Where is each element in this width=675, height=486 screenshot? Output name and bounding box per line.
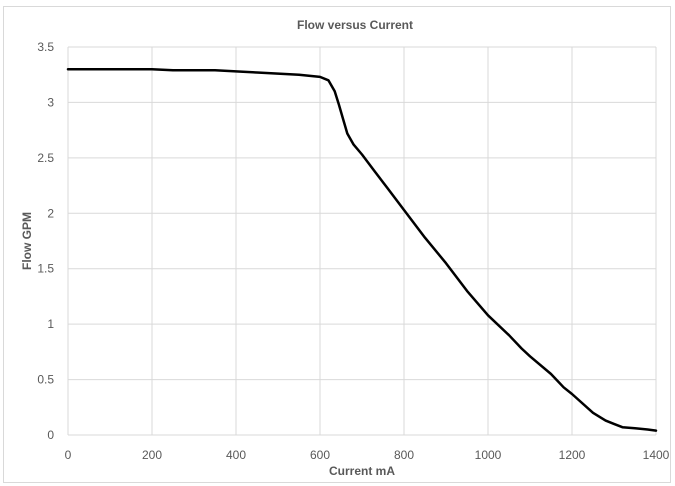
y-tick-label: 1.5 xyxy=(37,262,54,276)
grid-layer xyxy=(67,46,657,436)
x-axis-title: Current mA xyxy=(329,464,395,478)
y-tick-label: 3 xyxy=(47,95,54,109)
chart-border xyxy=(3,6,671,483)
y-tick-label: 0.5 xyxy=(37,373,54,387)
y-tick-label: 1 xyxy=(47,317,54,331)
tick-label-layer: 0 0.5 1 1.5 2 2.5 3 3.5 0 200 400 600 800 1000 1200 140… xyxy=(37,40,669,462)
series-line-flow xyxy=(66,67,658,432)
chart-title: Flow versus Current xyxy=(297,18,413,32)
x-tick-label: 400 xyxy=(226,448,246,462)
y-tick-label: 3.5 xyxy=(37,40,54,54)
y-tick-label: 2 xyxy=(47,206,54,220)
y-axis-title: Flow GPM xyxy=(20,212,34,270)
x-tick-label: 0 xyxy=(65,448,72,462)
x-tick-label: 600 xyxy=(310,448,330,462)
x-tick-label: 200 xyxy=(142,448,162,462)
x-tick-label: 800 xyxy=(394,448,414,462)
x-tick-label: 1400 xyxy=(643,448,670,462)
series-layer xyxy=(66,67,658,432)
x-tick-label: 1200 xyxy=(559,448,586,462)
x-tick-label: 1000 xyxy=(475,448,502,462)
y-tick-label: 0 xyxy=(47,428,54,442)
y-tick-label: 2.5 xyxy=(37,151,54,165)
